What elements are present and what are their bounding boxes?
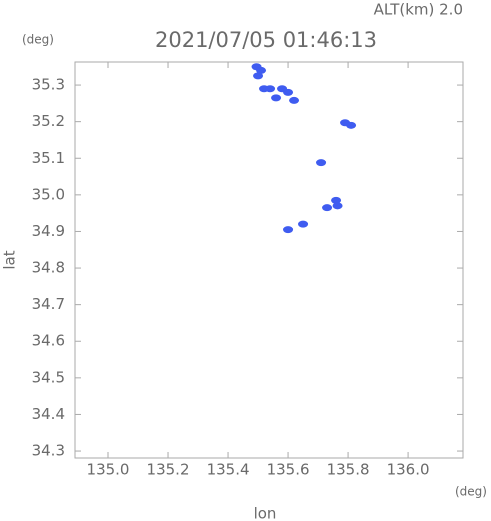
y-tick-label: 34.3 — [32, 442, 65, 460]
echo-point — [256, 66, 267, 74]
echo-point — [265, 85, 276, 93]
echo-point — [316, 159, 327, 167]
echo-point — [332, 202, 343, 210]
echo-point — [322, 204, 333, 212]
y-tick-label: 35.3 — [32, 76, 65, 94]
echo-point — [253, 72, 264, 80]
y-tick-label: 35.1 — [32, 149, 65, 167]
x-tick-label: 135.8 — [327, 461, 370, 479]
y-tick-label: 35.0 — [32, 185, 65, 203]
x-axis-label: lon — [254, 505, 277, 521]
echo-point — [283, 88, 294, 96]
y-tick-label: 35.2 — [32, 112, 65, 130]
y-tick-label: 34.9 — [32, 222, 65, 240]
y-tick-label: 34.5 — [32, 368, 65, 386]
echo-point — [346, 121, 357, 129]
echo-point — [283, 226, 294, 234]
chart-title: 2021/07/05 01:46:13 — [155, 28, 377, 52]
subtitle: ALT(km) 2.0 — [374, 1, 463, 19]
y-tick-label: 34.6 — [32, 332, 65, 350]
plot-frame — [74, 61, 464, 459]
echo-point — [331, 196, 342, 204]
y-unit: (deg) — [22, 33, 54, 47]
x-tick-label: 135.4 — [207, 461, 250, 479]
y-tick-label: 34.4 — [32, 405, 65, 423]
echo-point — [289, 96, 300, 104]
x-tick-label: 136.0 — [387, 461, 430, 479]
echo-point — [271, 94, 282, 102]
x-tick-label: 135.0 — [87, 461, 130, 479]
y-tick-label: 34.7 — [32, 295, 65, 313]
x-tick-label: 135.2 — [147, 461, 190, 479]
y-axis-label: lat — [1, 250, 19, 269]
x-unit: (deg) — [455, 485, 487, 499]
x-tick-label: 135.6 — [267, 461, 310, 479]
y-tick-label: 34.8 — [32, 259, 65, 277]
echo-point — [298, 220, 309, 228]
